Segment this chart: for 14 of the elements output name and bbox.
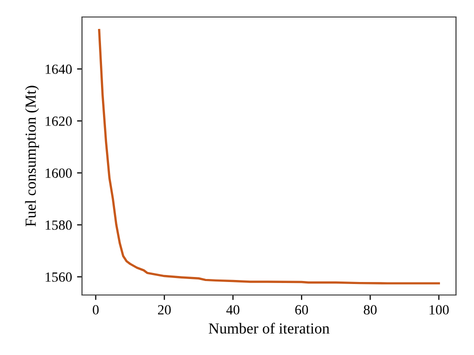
y-tick-label: 1580 — [46, 220, 72, 230]
x-tick-label: 40 — [226, 305, 240, 314]
x-tick-label: 0 — [92, 305, 99, 314]
y-tick-label: 1640 — [46, 64, 72, 74]
x-axis-title: Number of iteration — [208, 322, 330, 334]
line-series — [98, 28, 440, 284]
x-tick-label: 60 — [295, 305, 308, 314]
y-tick-label: 1560 — [46, 272, 72, 282]
y-tick-label: 1620 — [46, 116, 72, 126]
x-tick-label: 80 — [364, 305, 377, 314]
x-tick-label: 100 — [430, 305, 449, 314]
y-axis-title: Fuel consumption (Mt) — [25, 86, 39, 226]
y-tick-label: 1600 — [46, 168, 72, 178]
x-tick-label: 20 — [158, 305, 171, 314]
